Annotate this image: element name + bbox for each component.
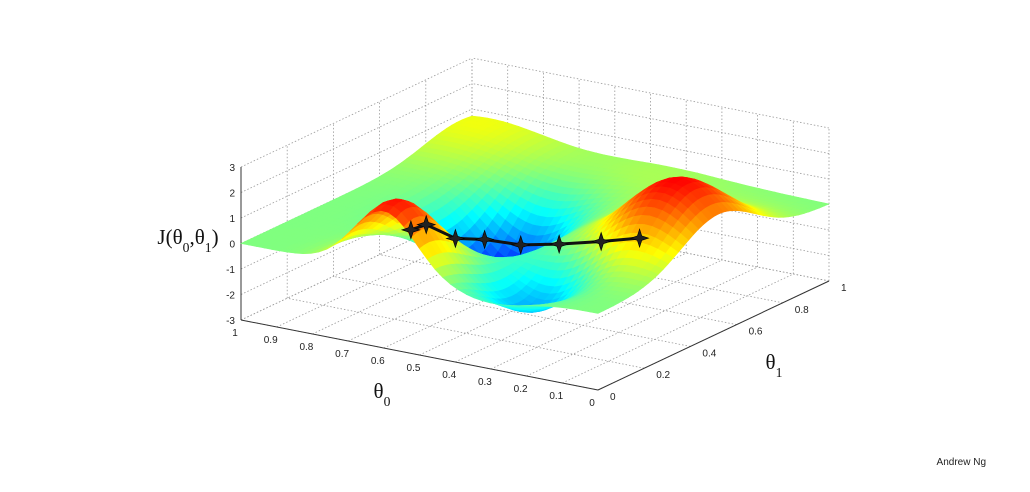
theta1-tick-label: 0.8: [795, 305, 809, 316]
descent-step-marker: [629, 228, 650, 249]
theta0-tick-label: 0: [589, 398, 595, 409]
theta1-tick-label: 0.6: [749, 327, 763, 338]
x-axis-label: θ0: [374, 379, 391, 409]
theta0-tick-label: 0.3: [478, 377, 492, 388]
z-tick-label: 2: [229, 189, 235, 200]
z-tick-label: 1: [229, 214, 235, 225]
theta0-tick-label: 1: [232, 328, 238, 339]
theta1-tick-label: 1: [841, 283, 847, 294]
theta0-tick-label: 0.1: [549, 391, 563, 402]
descent-step-marker: [445, 228, 466, 249]
descent-step-marker: [474, 229, 495, 250]
theta1-axis-line: [597, 280, 830, 391]
z-tick-label: -1: [226, 265, 235, 276]
cost-surface: [240, 115, 830, 314]
theta1-tick-label: 0.4: [702, 348, 716, 359]
theta0-tick-label: 0.6: [371, 356, 385, 367]
descent-step-marker: [400, 219, 421, 240]
z-tick-label: 3: [229, 163, 235, 174]
z-tick-label: 0: [229, 240, 235, 251]
theta0-tick-label: 0.5: [407, 363, 421, 374]
z-tick-label: -2: [226, 291, 235, 302]
theta0-tick-label: 0.9: [264, 335, 278, 346]
descent-step-marker: [416, 214, 437, 235]
theta0-tick-label: 0.2: [514, 384, 528, 395]
theta1-tick-label: 0.2: [656, 370, 670, 381]
theta0-tick-label: 0.4: [442, 370, 456, 381]
z-axis-label: J(θ0,θ1): [157, 225, 218, 255]
theta0-axis-line: [240, 319, 599, 391]
y-axis-label: θ1: [766, 350, 783, 380]
descent-step-marker: [510, 234, 531, 255]
theta1-tick-label: 0: [610, 392, 616, 403]
descent-step-marker: [549, 234, 570, 255]
descent-step-marker: [591, 231, 612, 252]
theta0-tick-label: 0.7: [335, 349, 349, 360]
credit-text: Andrew Ng: [936, 457, 986, 468]
theta0-tick-label: 0.8: [299, 342, 313, 353]
descent-path: [400, 214, 650, 255]
tick-layer: 1 0.9 0.8 0.7 0.6 0.5 0.4 0.3 0.2 0.1 0 0 0.2 0.4 0.6 0…: [226, 163, 847, 409]
z-tick-label: -3: [226, 316, 235, 327]
